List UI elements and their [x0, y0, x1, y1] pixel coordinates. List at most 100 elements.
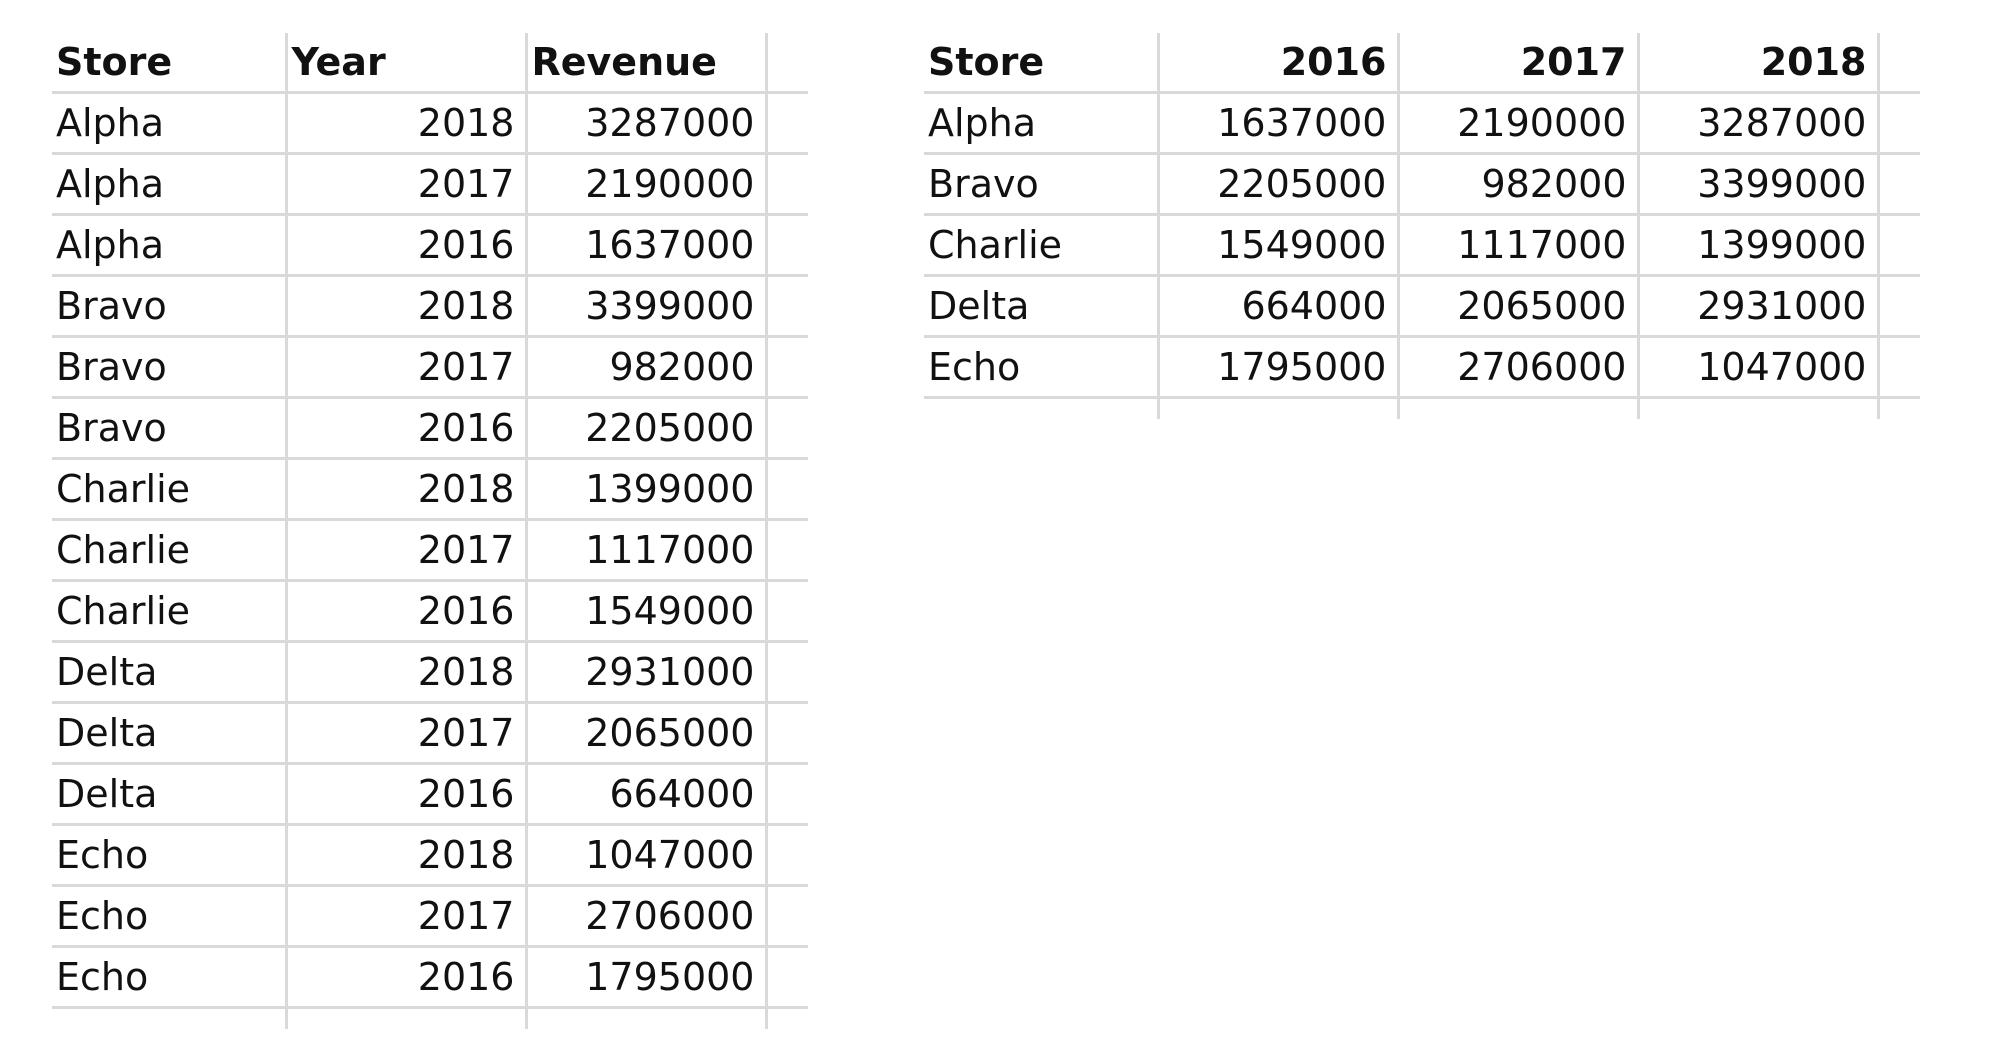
table-cell[interactable]: 1549000 — [1158, 214, 1400, 277]
table-cell[interactable]: Charlie — [924, 214, 1160, 277]
empty-cell[interactable] — [766, 824, 808, 887]
empty-cell[interactable] — [1158, 397, 1400, 419]
table-cell[interactable]: 1399000 — [1638, 214, 1880, 277]
table-cell[interactable]: 2018 — [286, 275, 528, 338]
table-cell[interactable]: 2016 — [286, 946, 528, 1009]
table-cell[interactable]: Bravo — [52, 397, 288, 460]
table-cell[interactable]: Alpha — [52, 92, 288, 155]
table-cell[interactable]: 2016 — [286, 214, 528, 277]
column-header-2017[interactable]: 2017 — [1398, 33, 1640, 94]
empty-cell[interactable] — [766, 275, 808, 338]
empty-cell[interactable] — [1638, 397, 1880, 419]
column-header-store[interactable]: Store — [52, 33, 288, 94]
table-cell[interactable]: 2017 — [286, 885, 528, 948]
table-cell[interactable]: Alpha — [52, 153, 288, 216]
table-cell[interactable]: 2016 — [286, 763, 528, 826]
empty-cell[interactable] — [286, 1007, 528, 1029]
column-header-2016[interactable]: 2016 — [1158, 33, 1400, 94]
table-cell[interactable]: 2190000 — [1398, 92, 1640, 155]
table-cell[interactable]: Charlie — [52, 458, 288, 521]
empty-cell[interactable] — [766, 519, 808, 582]
empty-cell[interactable] — [924, 397, 1160, 419]
table-cell[interactable]: Delta — [52, 702, 288, 765]
table-cell[interactable]: 2706000 — [526, 885, 768, 948]
empty-cell[interactable] — [766, 885, 808, 948]
empty-cell[interactable] — [766, 458, 808, 521]
empty-cell[interactable] — [766, 153, 808, 216]
table-cell[interactable]: Bravo — [52, 275, 288, 338]
table-cell[interactable]: 3287000 — [526, 92, 768, 155]
table-cell[interactable]: 3399000 — [1638, 153, 1880, 216]
column-header-revenue[interactable]: Revenue — [526, 33, 768, 94]
table-cell[interactable]: 3287000 — [1638, 92, 1880, 155]
table-cell[interactable]: 1637000 — [1158, 92, 1400, 155]
column-header-year[interactable]: Year — [286, 33, 528, 94]
table-cell[interactable]: Echo — [52, 824, 288, 887]
table-cell[interactable]: 664000 — [526, 763, 768, 826]
table-cell[interactable]: Echo — [924, 336, 1160, 399]
table-cell[interactable]: Alpha — [924, 92, 1160, 155]
empty-cell[interactable] — [1878, 398, 1920, 420]
table-cell[interactable]: 2190000 — [526, 153, 768, 216]
empty-cell[interactable] — [52, 1007, 288, 1029]
table-cell[interactable]: 2931000 — [526, 641, 768, 704]
table-cell[interactable]: 1399000 — [526, 458, 768, 521]
table-cell[interactable]: 2017 — [286, 519, 528, 582]
column-header-store[interactable]: Store — [924, 33, 1160, 94]
table-cell[interactable]: 1117000 — [526, 519, 768, 582]
table-cell[interactable]: 2017 — [286, 336, 528, 399]
table-cell[interactable]: Bravo — [924, 153, 1160, 216]
table-cell[interactable]: 2205000 — [526, 397, 768, 460]
table-cell[interactable]: 1047000 — [526, 824, 768, 887]
table-cell[interactable]: Charlie — [52, 580, 288, 643]
table-cell[interactable]: 2016 — [286, 397, 528, 460]
table-cell[interactable]: Alpha — [52, 214, 288, 277]
table-cell[interactable]: Bravo — [52, 336, 288, 399]
table-cell[interactable]: 1047000 — [1638, 336, 1880, 399]
table-cell[interactable]: 982000 — [526, 336, 768, 399]
empty-cell[interactable] — [766, 946, 808, 1009]
table-cell[interactable]: 1117000 — [1398, 214, 1640, 277]
empty-cell[interactable] — [1878, 92, 1920, 155]
empty-cell[interactable] — [1878, 33, 1920, 94]
table-cell[interactable]: 2017 — [286, 153, 528, 216]
table-cell[interactable]: 2706000 — [1398, 336, 1640, 399]
table-cell[interactable]: 2017 — [286, 702, 528, 765]
table-cell[interactable]: 2065000 — [1398, 275, 1640, 338]
table-cell[interactable]: 664000 — [1158, 275, 1400, 338]
empty-cell[interactable] — [1878, 275, 1920, 338]
empty-cell[interactable] — [766, 33, 808, 94]
empty-cell[interactable] — [1398, 397, 1640, 419]
table-cell[interactable]: 2016 — [286, 580, 528, 643]
table-cell[interactable]: Delta — [52, 641, 288, 704]
empty-cell[interactable] — [1878, 336, 1920, 399]
table-cell[interactable]: 3399000 — [526, 275, 768, 338]
table-cell[interactable]: 2065000 — [526, 702, 768, 765]
table-cell[interactable]: 2931000 — [1638, 275, 1880, 338]
empty-cell[interactable] — [526, 1007, 768, 1029]
empty-cell[interactable] — [766, 336, 808, 399]
table-cell[interactable]: 2018 — [286, 641, 528, 704]
table-cell[interactable]: 1795000 — [1158, 336, 1400, 399]
table-cell[interactable]: 982000 — [1398, 153, 1640, 216]
empty-cell[interactable] — [1878, 153, 1920, 216]
empty-cell[interactable] — [766, 1008, 808, 1030]
empty-cell[interactable] — [766, 580, 808, 643]
empty-cell[interactable] — [1878, 214, 1920, 277]
table-cell[interactable]: 2018 — [286, 458, 528, 521]
empty-cell[interactable] — [766, 763, 808, 826]
empty-cell[interactable] — [766, 702, 808, 765]
empty-cell[interactable] — [766, 92, 808, 155]
empty-cell[interactable] — [766, 641, 808, 704]
table-cell[interactable]: Echo — [52, 946, 288, 1009]
table-cell[interactable]: Delta — [52, 763, 288, 826]
table-cell[interactable]: 1637000 — [526, 214, 768, 277]
table-cell[interactable]: 2205000 — [1158, 153, 1400, 216]
table-cell[interactable]: 1795000 — [526, 946, 768, 1009]
empty-cell[interactable] — [766, 214, 808, 277]
table-cell[interactable]: 2018 — [286, 824, 528, 887]
table-cell[interactable]: 1549000 — [526, 580, 768, 643]
column-header-2018[interactable]: 2018 — [1638, 33, 1880, 94]
table-cell[interactable]: Echo — [52, 885, 288, 948]
table-cell[interactable]: Delta — [924, 275, 1160, 338]
